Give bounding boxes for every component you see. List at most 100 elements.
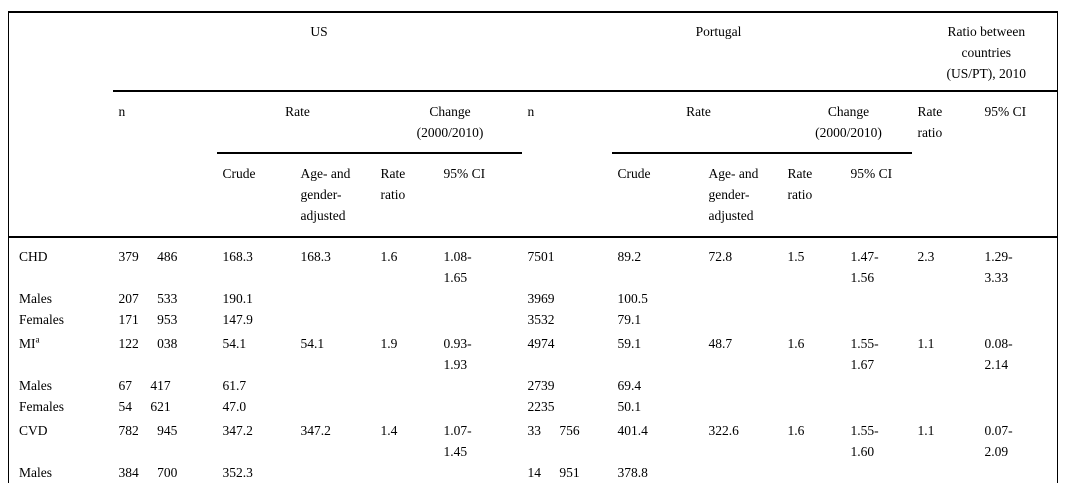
- row-label: Males: [9, 462, 113, 483]
- header-age-adjusted-portugal: Age- and gender- adjusted: [702, 153, 782, 238]
- cell-ratio-ci: 1.29- 3.33: [984, 249, 1013, 285]
- cell-ratio-rate-ratio: 2.3: [917, 249, 935, 264]
- cell-pt-rate-ratio: [782, 288, 845, 309]
- cell-ratio-ci: 0.07- 2.09: [984, 423, 1013, 459]
- cell-us-adjusted: [295, 375, 375, 396]
- cell-pt-n: 14 951: [527, 465, 580, 480]
- cell-pt-n: 7501: [527, 249, 555, 264]
- cell-us-ci: [438, 375, 522, 396]
- cell-us-n: 54 621: [118, 399, 171, 414]
- results-table: US Portugal Ratio between countries (US/…: [8, 11, 1059, 483]
- cell-ratio-ci: [979, 462, 1058, 483]
- header-rate-ratio-countries: Rate ratio: [911, 91, 979, 238]
- cell-pt-crude: 100.5: [617, 291, 648, 306]
- cell-ratio-ci: [979, 309, 1058, 333]
- cell-pt-n: 3532: [527, 312, 555, 327]
- table-row-mi-males: Males 67 417 61.7 2739 69.4: [9, 375, 1058, 396]
- cell-pt-crude: 89.2: [617, 249, 642, 264]
- row-label: Males: [9, 375, 113, 396]
- header-rate-ratio-portugal: Rate ratio: [781, 153, 845, 238]
- cell-pt-adjusted: [703, 396, 782, 420]
- cell-ratio-ci: [979, 288, 1058, 309]
- row-label-text: MI: [19, 336, 36, 351]
- cell-ratio-rate-ratio: [912, 396, 979, 420]
- cell-ratio-ci: 0.08- 2.14: [984, 336, 1013, 372]
- cell-ratio-rate-ratio: [912, 309, 979, 333]
- table-row-chd-females: Females 171 953 147.9 3532 79.1: [9, 309, 1058, 333]
- header-crude-us: Crude: [216, 153, 295, 238]
- cell-pt-rate-ratio: 1.6: [787, 336, 805, 351]
- cell-ratio-rate-ratio: [912, 462, 979, 483]
- cell-pt-ci: [845, 462, 912, 483]
- cell-us-ci: 1.08- 1.65: [443, 249, 472, 285]
- row-label: Females: [9, 309, 113, 333]
- row-label: MIa: [9, 333, 113, 375]
- cell-us-rate-ratio: [375, 462, 438, 483]
- cell-pt-crude: 50.1: [617, 399, 642, 414]
- cell-pt-adjusted: [703, 309, 782, 333]
- cell-us-rate-ratio: [375, 288, 438, 309]
- cell-us-adjusted: [295, 309, 375, 333]
- cell-pt-crude: 69.4: [617, 378, 642, 393]
- cell-us-crude: 190.1: [222, 291, 253, 306]
- cell-pt-n: 2739: [527, 378, 555, 393]
- group-header-ratio-between-countries: Ratio between countries (US/PT), 2010: [911, 12, 1058, 92]
- cell-pt-n: 3969: [527, 291, 555, 306]
- cell-us-n: 379 486: [118, 249, 178, 264]
- cell-pt-adjusted: [703, 462, 782, 483]
- cell-us-crude: 147.9: [222, 312, 253, 327]
- cell-us-crude: 168.3: [222, 249, 253, 264]
- row-label-text: Males: [19, 291, 52, 306]
- table-row-mi: MIa 122 038 54.1 54.1 1.9 0.93- 1.93 497…: [9, 333, 1058, 375]
- row-label: CHD: [9, 237, 113, 288]
- cell-us-rate-ratio: 1.9: [380, 336, 398, 351]
- cell-us-ci: [438, 288, 522, 309]
- header-crude-portugal: Crude: [611, 153, 703, 238]
- cell-pt-n: 33 756: [527, 423, 580, 438]
- row-label-text: Females: [19, 312, 64, 327]
- cell-us-ci: 0.93- 1.93: [443, 336, 472, 372]
- cell-pt-crude: 79.1: [617, 312, 642, 327]
- row-label: Females: [9, 396, 113, 420]
- cell-us-crude: 61.7: [222, 378, 247, 393]
- cell-us-adjusted: [295, 462, 375, 483]
- cell-pt-rate-ratio: [782, 375, 845, 396]
- header-change-portugal: Change (2000/2010): [781, 91, 912, 154]
- cell-us-ci: [438, 309, 522, 333]
- cell-pt-ci: [845, 288, 912, 309]
- cell-us-rate-ratio: 1.4: [380, 423, 398, 438]
- cell-us-n: 67 417: [118, 378, 171, 393]
- cell-pt-adjusted: [703, 288, 782, 309]
- header-change-us: Change (2000/2010): [374, 91, 522, 154]
- cell-us-ci: [438, 462, 522, 483]
- header-empty-label: [8, 12, 113, 238]
- cell-pt-rate-ratio: [782, 462, 845, 483]
- cell-us-rate-ratio: [375, 396, 438, 420]
- cell-pt-crude: 401.4: [617, 423, 648, 438]
- cell-us-crude: 352.3: [222, 465, 253, 480]
- cell-pt-rate-ratio: [782, 309, 845, 333]
- cell-pt-rate-ratio: 1.5: [787, 249, 805, 264]
- cell-us-crude: 54.1: [222, 336, 247, 351]
- row-label-text: CVD: [19, 423, 48, 438]
- header-rate-ratio-us: Rate ratio: [374, 153, 438, 238]
- cell-ratio-rate-ratio: 1.1: [917, 423, 935, 438]
- row-label: CVD: [9, 420, 113, 462]
- cell-pt-ci: 1.55- 1.60: [850, 423, 879, 459]
- cell-us-adjusted: 347.2: [300, 423, 331, 438]
- cell-pt-ci: [845, 309, 912, 333]
- row-label: Males: [9, 288, 113, 309]
- cell-pt-n: 2235: [527, 399, 555, 414]
- header-rate-us: Rate: [216, 91, 375, 154]
- header-rate-portugal: Rate: [611, 91, 782, 154]
- row-label-superscript: a: [35, 334, 40, 345]
- cell-ratio-rate-ratio: 1.1: [917, 336, 935, 351]
- cell-us-adjusted: 54.1: [300, 336, 325, 351]
- header-row-sub: Crude Age- and gender- adjusted Rate rat…: [9, 153, 1058, 238]
- header-age-adjusted-us: Age- and gender- adjusted: [294, 153, 375, 238]
- header-row-groups: US Portugal Ratio between countries (US/…: [8, 12, 1058, 238]
- cell-us-n: 384 700: [118, 465, 178, 480]
- cell-pt-ci: [845, 396, 912, 420]
- table-header: US Portugal Ratio between countries (US/…: [8, 12, 1058, 238]
- cell-us-rate-ratio: 1.6: [380, 249, 398, 264]
